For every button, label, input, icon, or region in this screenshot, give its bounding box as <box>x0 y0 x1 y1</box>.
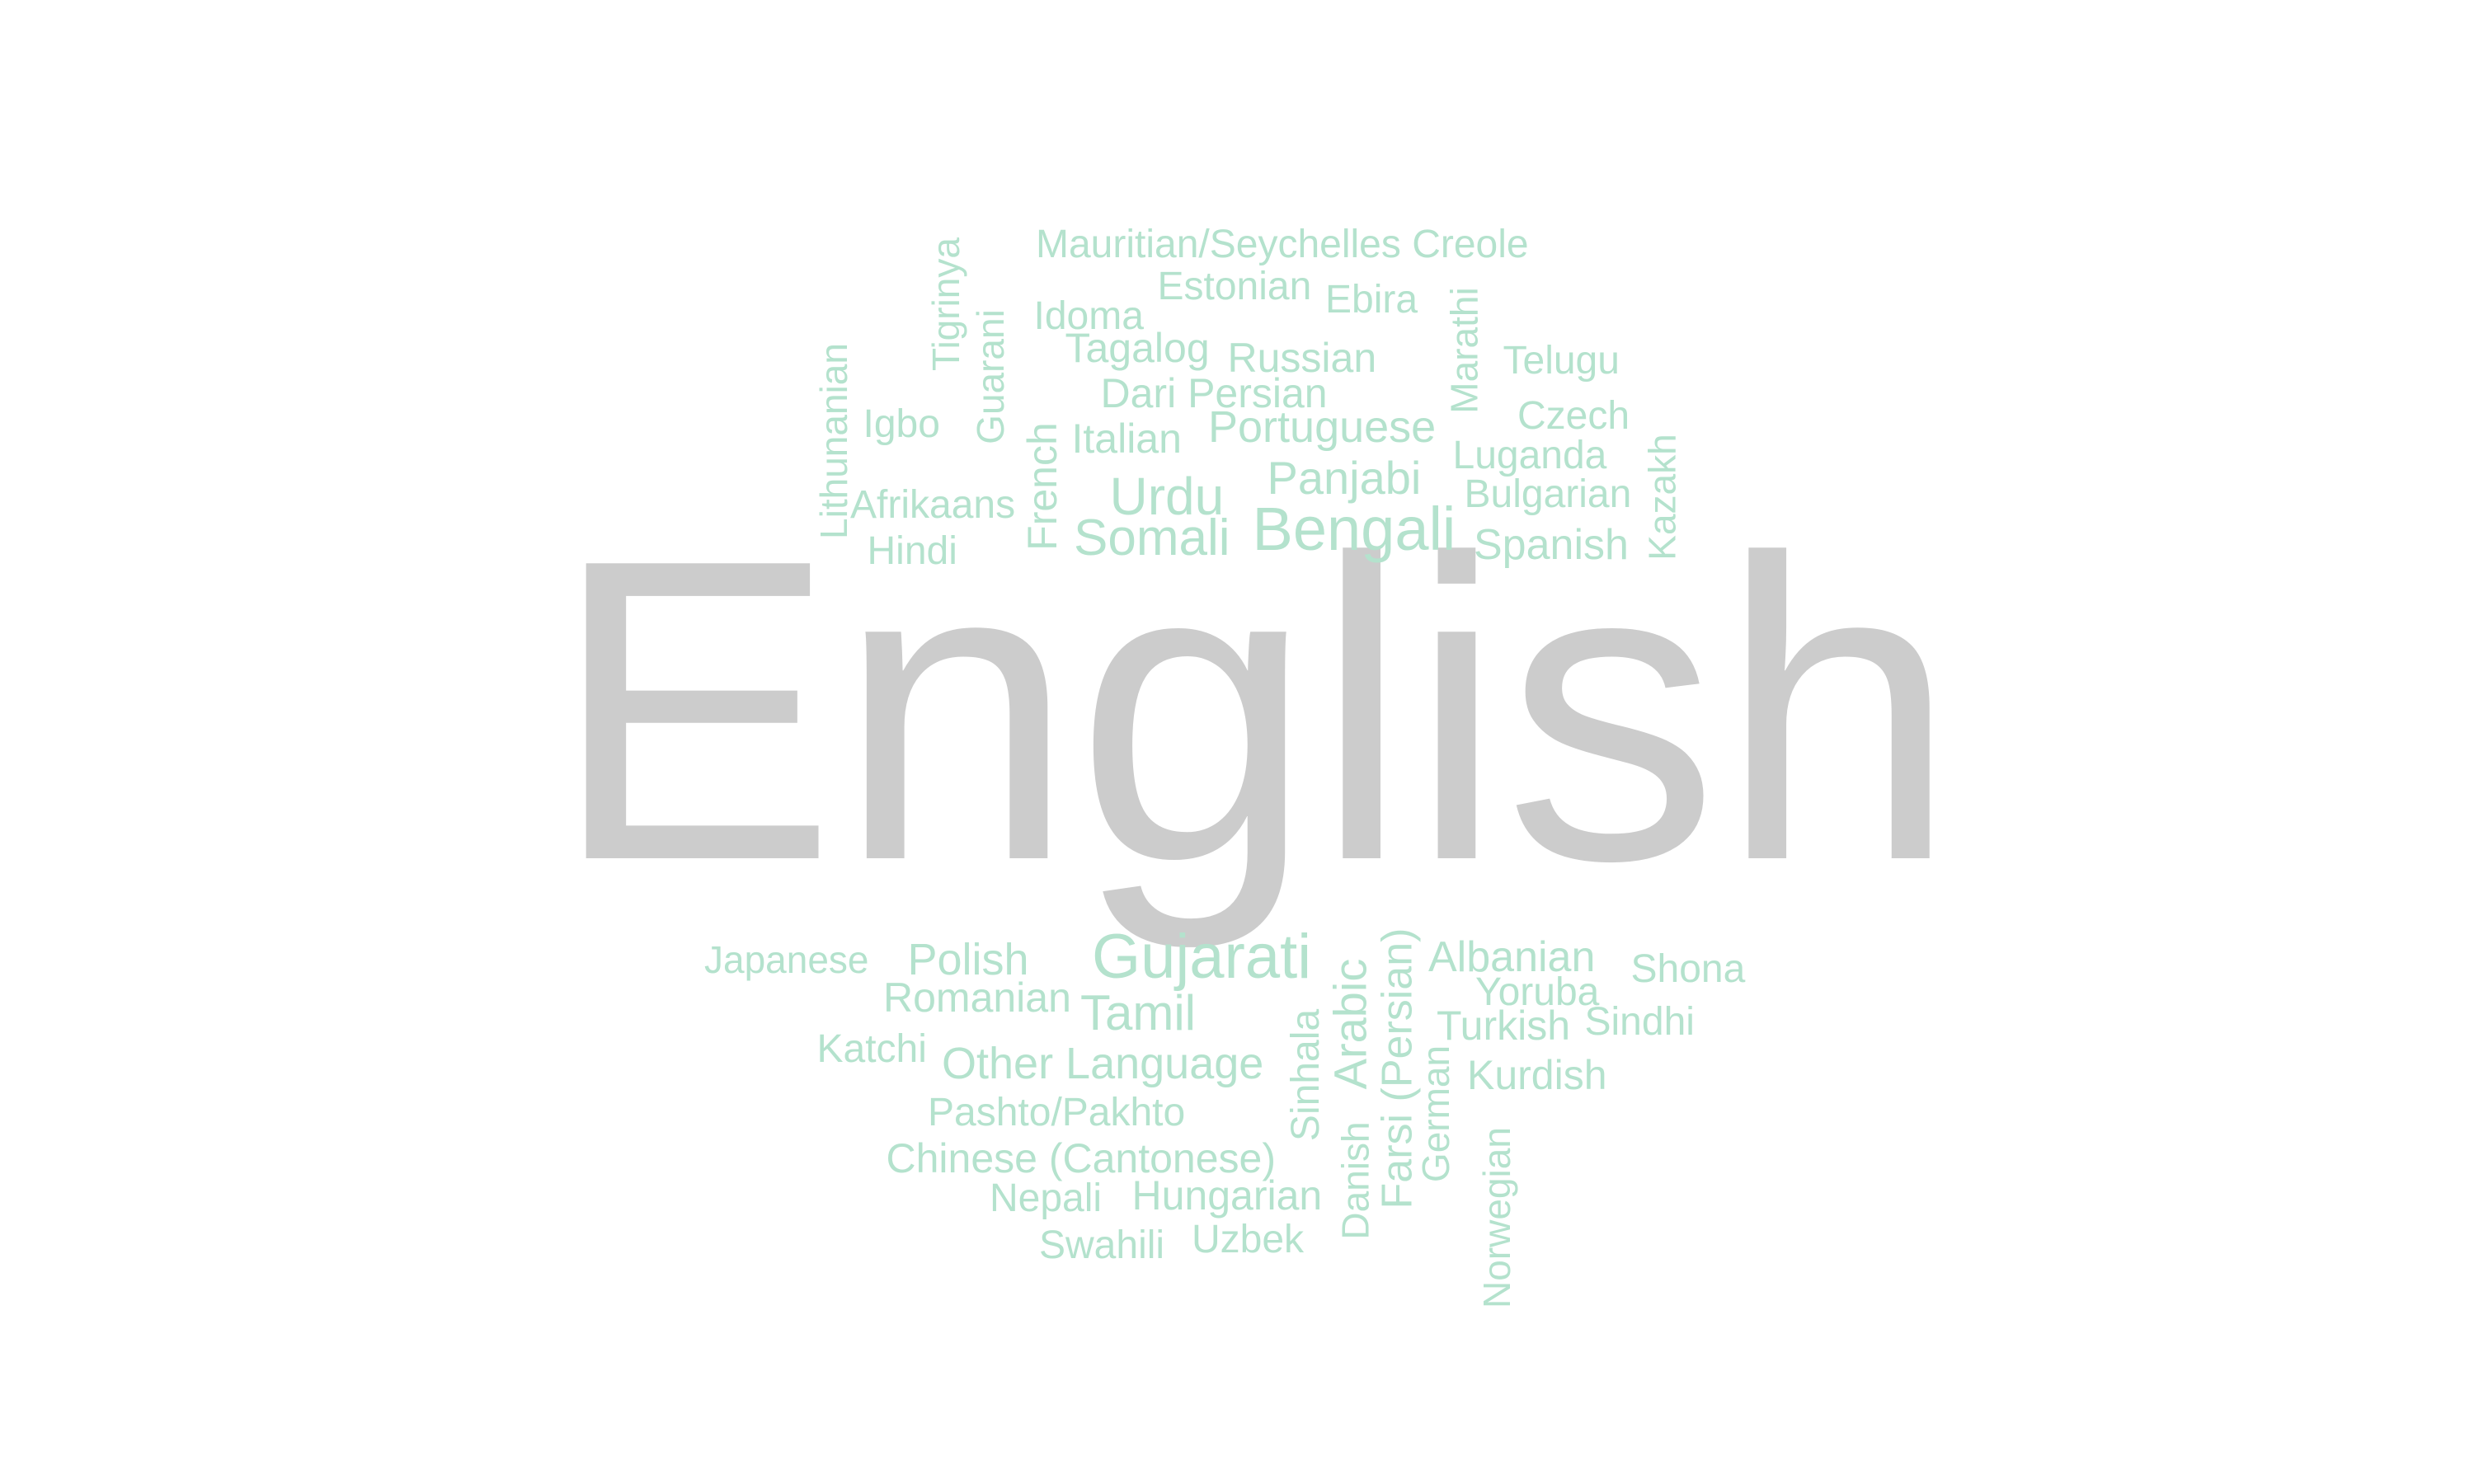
word-lithunanian: Lithunanian <box>811 343 855 539</box>
word-luganda: Luganda <box>1452 434 1607 477</box>
word-japanese: Japanese <box>704 938 869 981</box>
word-sindhi: Sindhi <box>1584 1000 1695 1044</box>
word-idoma: Idoma <box>1033 294 1144 338</box>
word-tigrinya: Tigrinya <box>924 237 967 371</box>
word-farsi-persian: Farsi (Persian) <box>1372 928 1421 1209</box>
word-tamil: Tamil <box>1080 985 1197 1040</box>
word-somali: Somali <box>1074 510 1230 566</box>
word-other-language: Other Language <box>942 1039 1264 1088</box>
word-panjabi: Panjabi <box>1267 452 1422 504</box>
word-bulgarian: Bulgarian <box>1464 472 1632 516</box>
word-igbo: Igbo <box>863 402 940 446</box>
word-marathi: Marathi <box>1442 287 1486 414</box>
word-katchi: Katchi <box>816 1027 927 1071</box>
word-gujarati: Gujarati <box>1092 922 1312 992</box>
word-albanian: Albanian <box>1428 933 1596 981</box>
word-french: French <box>1018 422 1065 551</box>
word-shona: Shona <box>1630 947 1746 991</box>
word-russian: Russian <box>1227 335 1377 381</box>
word-czech: Czech <box>1517 394 1630 438</box>
word-polish: Polish <box>907 935 1029 984</box>
word-afrikaans: Afrikaans <box>850 483 1016 527</box>
word-yoruba: Yoruba <box>1475 970 1600 1014</box>
word-dari-persian: Dari Persian <box>1100 370 1328 416</box>
word-hindi: Hindi <box>867 529 957 573</box>
word-ebira: Ebira <box>1325 278 1418 322</box>
word-uzbek: Uzbek <box>1192 1218 1305 1261</box>
word-tagalog: Tagalog <box>1065 325 1210 371</box>
word-italian: Italian <box>1071 416 1182 462</box>
word-chinese-cantonese: Chinese (Cantonese) <box>886 1135 1277 1181</box>
word-german: German <box>1414 1045 1458 1183</box>
word-portuguese: Portuguese <box>1208 402 1437 452</box>
word-spanish: Spanish <box>1474 521 1629 569</box>
word-danish: Danish <box>1333 1121 1377 1240</box>
word-estonian: Estonian <box>1157 265 1312 308</box>
word-swahili: Swahili <box>1039 1223 1165 1267</box>
word-nepali: Nepali <box>990 1176 1103 1220</box>
word-telugu: Telugu <box>1503 339 1620 383</box>
word-arabic: Arabic <box>1323 958 1376 1090</box>
word-mauritian-seychelles-creole: Mauritian/Seychelles Creole <box>1036 223 1529 266</box>
word-kazakh: Kazakh <box>1640 434 1684 561</box>
word-norwegian: Norwegian <box>1475 1127 1518 1308</box>
word-guarani: Guarani <box>968 309 1012 444</box>
word-kurdish: Kurdish <box>1467 1052 1607 1098</box>
word-sinhala: Sinhala <box>1284 1008 1329 1142</box>
word-turkish: Turkish <box>1437 1003 1571 1049</box>
word-bengali: Bengali <box>1252 495 1456 563</box>
word-urdu: Urdu <box>1109 467 1225 526</box>
word-romanian: Romanian <box>883 974 1071 1021</box>
word-hungarian: Hungarian <box>1131 1172 1323 1219</box>
word-pashto-pakhto: Pashto/Pakhto <box>928 1091 1186 1134</box>
word-english: English <box>551 471 1958 950</box>
